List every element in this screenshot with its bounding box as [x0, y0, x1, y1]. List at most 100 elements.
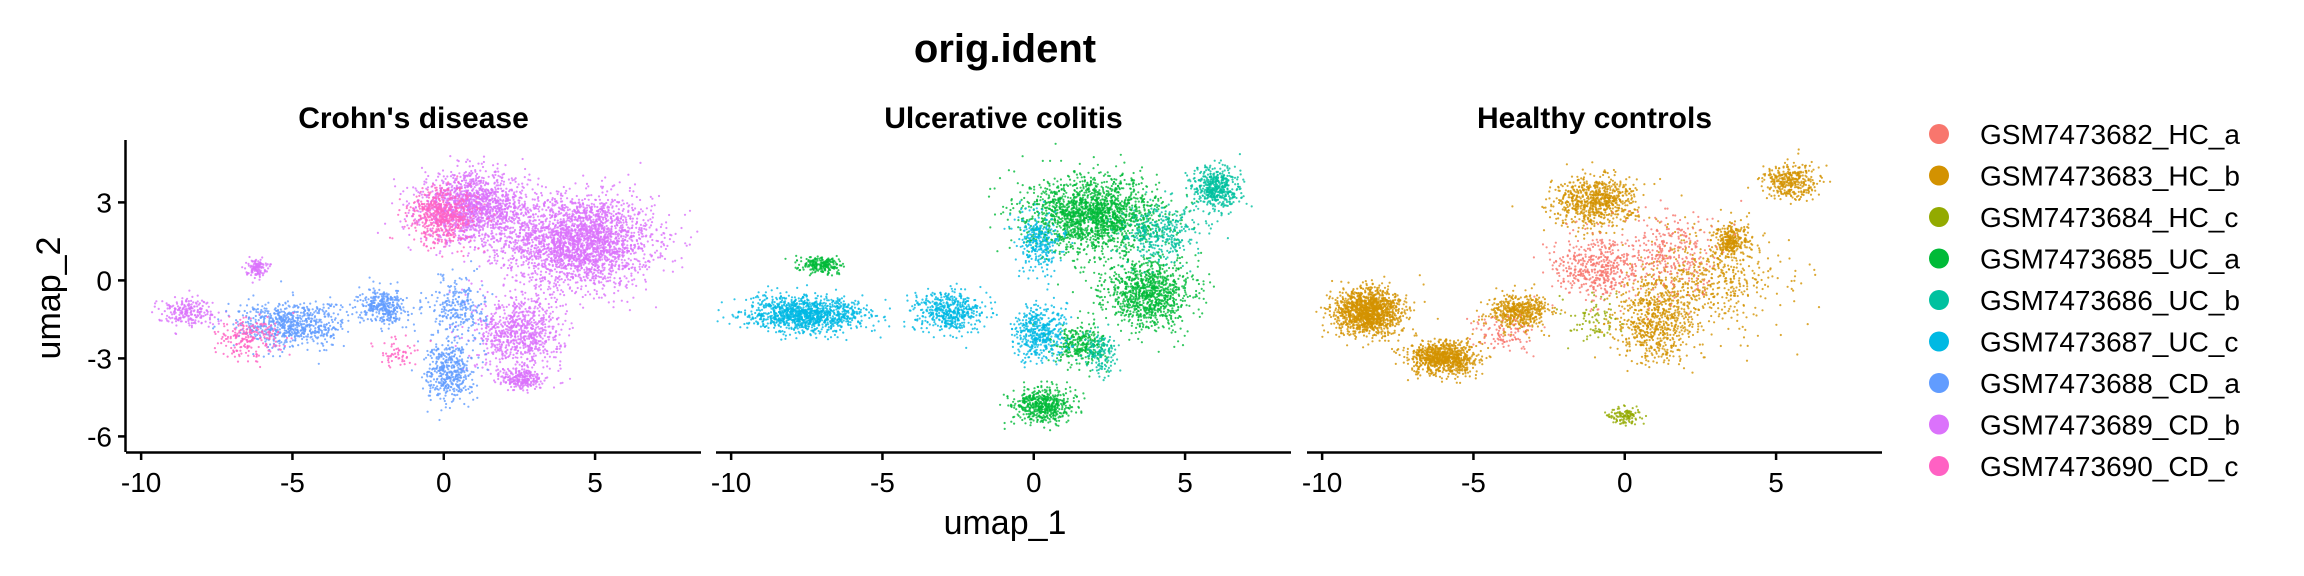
data-point: [613, 264, 617, 268]
data-point: [491, 194, 494, 197]
data-point: [575, 250, 578, 253]
data-point: [528, 215, 531, 218]
data-point: [511, 318, 514, 321]
data-point: [590, 230, 593, 233]
data-point: [533, 342, 536, 345]
data-point: [683, 213, 687, 216]
data-point: [602, 247, 605, 250]
data-point: [680, 257, 683, 260]
data-point: [622, 208, 625, 211]
data-point: [577, 241, 580, 244]
data-point: [589, 206, 592, 209]
data-point: [520, 252, 523, 255]
data-point: [603, 256, 606, 259]
data-point: [613, 277, 616, 280]
data-point: [574, 218, 577, 221]
data-point: [554, 243, 557, 247]
data-point: [514, 239, 517, 242]
data-point: [446, 175, 449, 178]
data-point: [491, 210, 494, 213]
data-point: [606, 276, 610, 279]
data-point: [499, 340, 502, 344]
data-point: [549, 200, 552, 204]
data-point: [583, 268, 586, 271]
data-point: [538, 305, 542, 308]
data-point: [486, 290, 489, 294]
data-point: [638, 268, 642, 271]
data-point: [532, 267, 536, 270]
data-point: [527, 228, 530, 232]
data-point: [594, 240, 597, 243]
data-point: [581, 199, 584, 202]
data-point: [543, 342, 546, 345]
data-point: [571, 212, 574, 215]
data-point: [533, 252, 536, 255]
data-point: [531, 198, 534, 201]
data-point: [483, 236, 486, 239]
data-point: [555, 229, 558, 232]
data-point: [522, 303, 525, 306]
data-point: [631, 203, 634, 206]
data-point: [568, 334, 571, 337]
data-point: [556, 226, 559, 229]
data-point: [625, 261, 628, 264]
data-point: [529, 311, 532, 314]
data-point: [471, 217, 474, 220]
data-point: [531, 312, 534, 315]
data-point: [492, 214, 495, 217]
data-point: [563, 209, 566, 212]
data-point: [567, 278, 570, 281]
data-point: [488, 243, 491, 246]
data-point: [555, 345, 559, 348]
data-point: [528, 233, 532, 236]
data-point: [649, 253, 652, 256]
data-point: [478, 194, 481, 197]
data-point: [495, 369, 498, 372]
data-point: [633, 252, 636, 255]
data-point: [542, 291, 546, 294]
data-point: [551, 310, 555, 313]
data-point: [582, 206, 585, 209]
data-point: [487, 207, 490, 210]
data-point: [537, 325, 540, 328]
data-point: [619, 217, 623, 220]
data-point: [521, 361, 524, 364]
data-point: [504, 243, 507, 246]
data-point: [532, 355, 535, 358]
data-point: [528, 337, 531, 340]
data-point: [500, 266, 503, 269]
data-point: [475, 328, 479, 331]
data-point: [589, 232, 592, 235]
data-point: [531, 327, 534, 330]
data-point: [537, 340, 540, 343]
data-point: [560, 228, 563, 231]
data-point: [590, 228, 593, 231]
data-point: [598, 244, 602, 247]
data-point: [498, 320, 501, 323]
data-point: [495, 262, 498, 265]
data-point: [527, 263, 530, 266]
data-point: [596, 223, 599, 226]
data-point: [575, 257, 578, 260]
data-point: [582, 252, 586, 255]
panel-1: Crohn's disease-10 -5 0 530-3-6: [87, 102, 701, 498]
data-point: [631, 279, 634, 282]
data-point: [473, 191, 476, 195]
data-point: [585, 266, 588, 269]
data-point: [614, 230, 618, 234]
data-point: [533, 262, 536, 265]
data-point: [630, 194, 634, 197]
data-point: [570, 215, 573, 218]
data-point: [540, 316, 544, 320]
data-point: [574, 239, 577, 242]
data-point: [484, 241, 487, 244]
data-point: [534, 213, 537, 216]
data-point: [589, 219, 593, 222]
data-point: [513, 209, 516, 212]
data-point: [508, 264, 511, 267]
data-point: [482, 155, 486, 158]
data-point: [523, 200, 526, 203]
data-point: [541, 262, 544, 265]
data-point: [458, 204, 461, 207]
data-point: [543, 229, 546, 232]
